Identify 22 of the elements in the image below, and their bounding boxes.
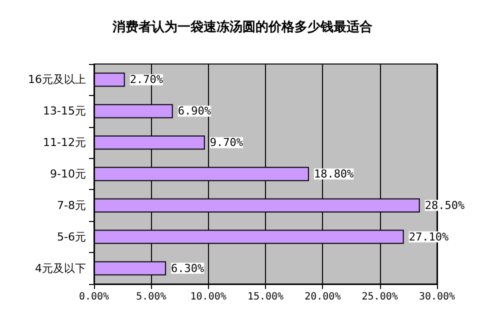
data-label: 6.30%: [171, 262, 205, 275]
y-tick-label: 7-8元: [57, 198, 86, 212]
y-tick-label: 4元及以下: [35, 262, 86, 275]
data-label: 9.70%: [210, 136, 244, 150]
data-label: 27.10%: [408, 230, 449, 244]
y-tick-label: 16元及以上: [28, 73, 86, 86]
x-tick-label: 10.00%: [190, 292, 226, 302]
data-label: 6.90%: [178, 104, 212, 118]
x-tick-label: 5.00%: [136, 292, 166, 302]
data-label: 18.80%: [314, 168, 354, 180]
x-tick-label: 0.00%: [78, 292, 110, 302]
y-tick-label: 11-12元: [43, 136, 86, 150]
y-tick-label: 13-15元: [43, 104, 86, 118]
data-label: 28.50%: [424, 198, 465, 212]
chart-title: 消费者认为一袋速冻汤圆的价格多少钱最适合: [112, 19, 372, 35]
x-tick-label: 30.00%: [418, 292, 456, 302]
data-label: 2.70%: [130, 73, 164, 86]
y-tick-label: 5-6元: [57, 230, 86, 244]
y-tick-label: 9-10元: [50, 168, 86, 180]
x-tick-label: 20.00%: [304, 292, 341, 302]
x-tick-label: 25.00%: [362, 292, 398, 302]
x-tick-label: 15.00%: [247, 292, 284, 302]
